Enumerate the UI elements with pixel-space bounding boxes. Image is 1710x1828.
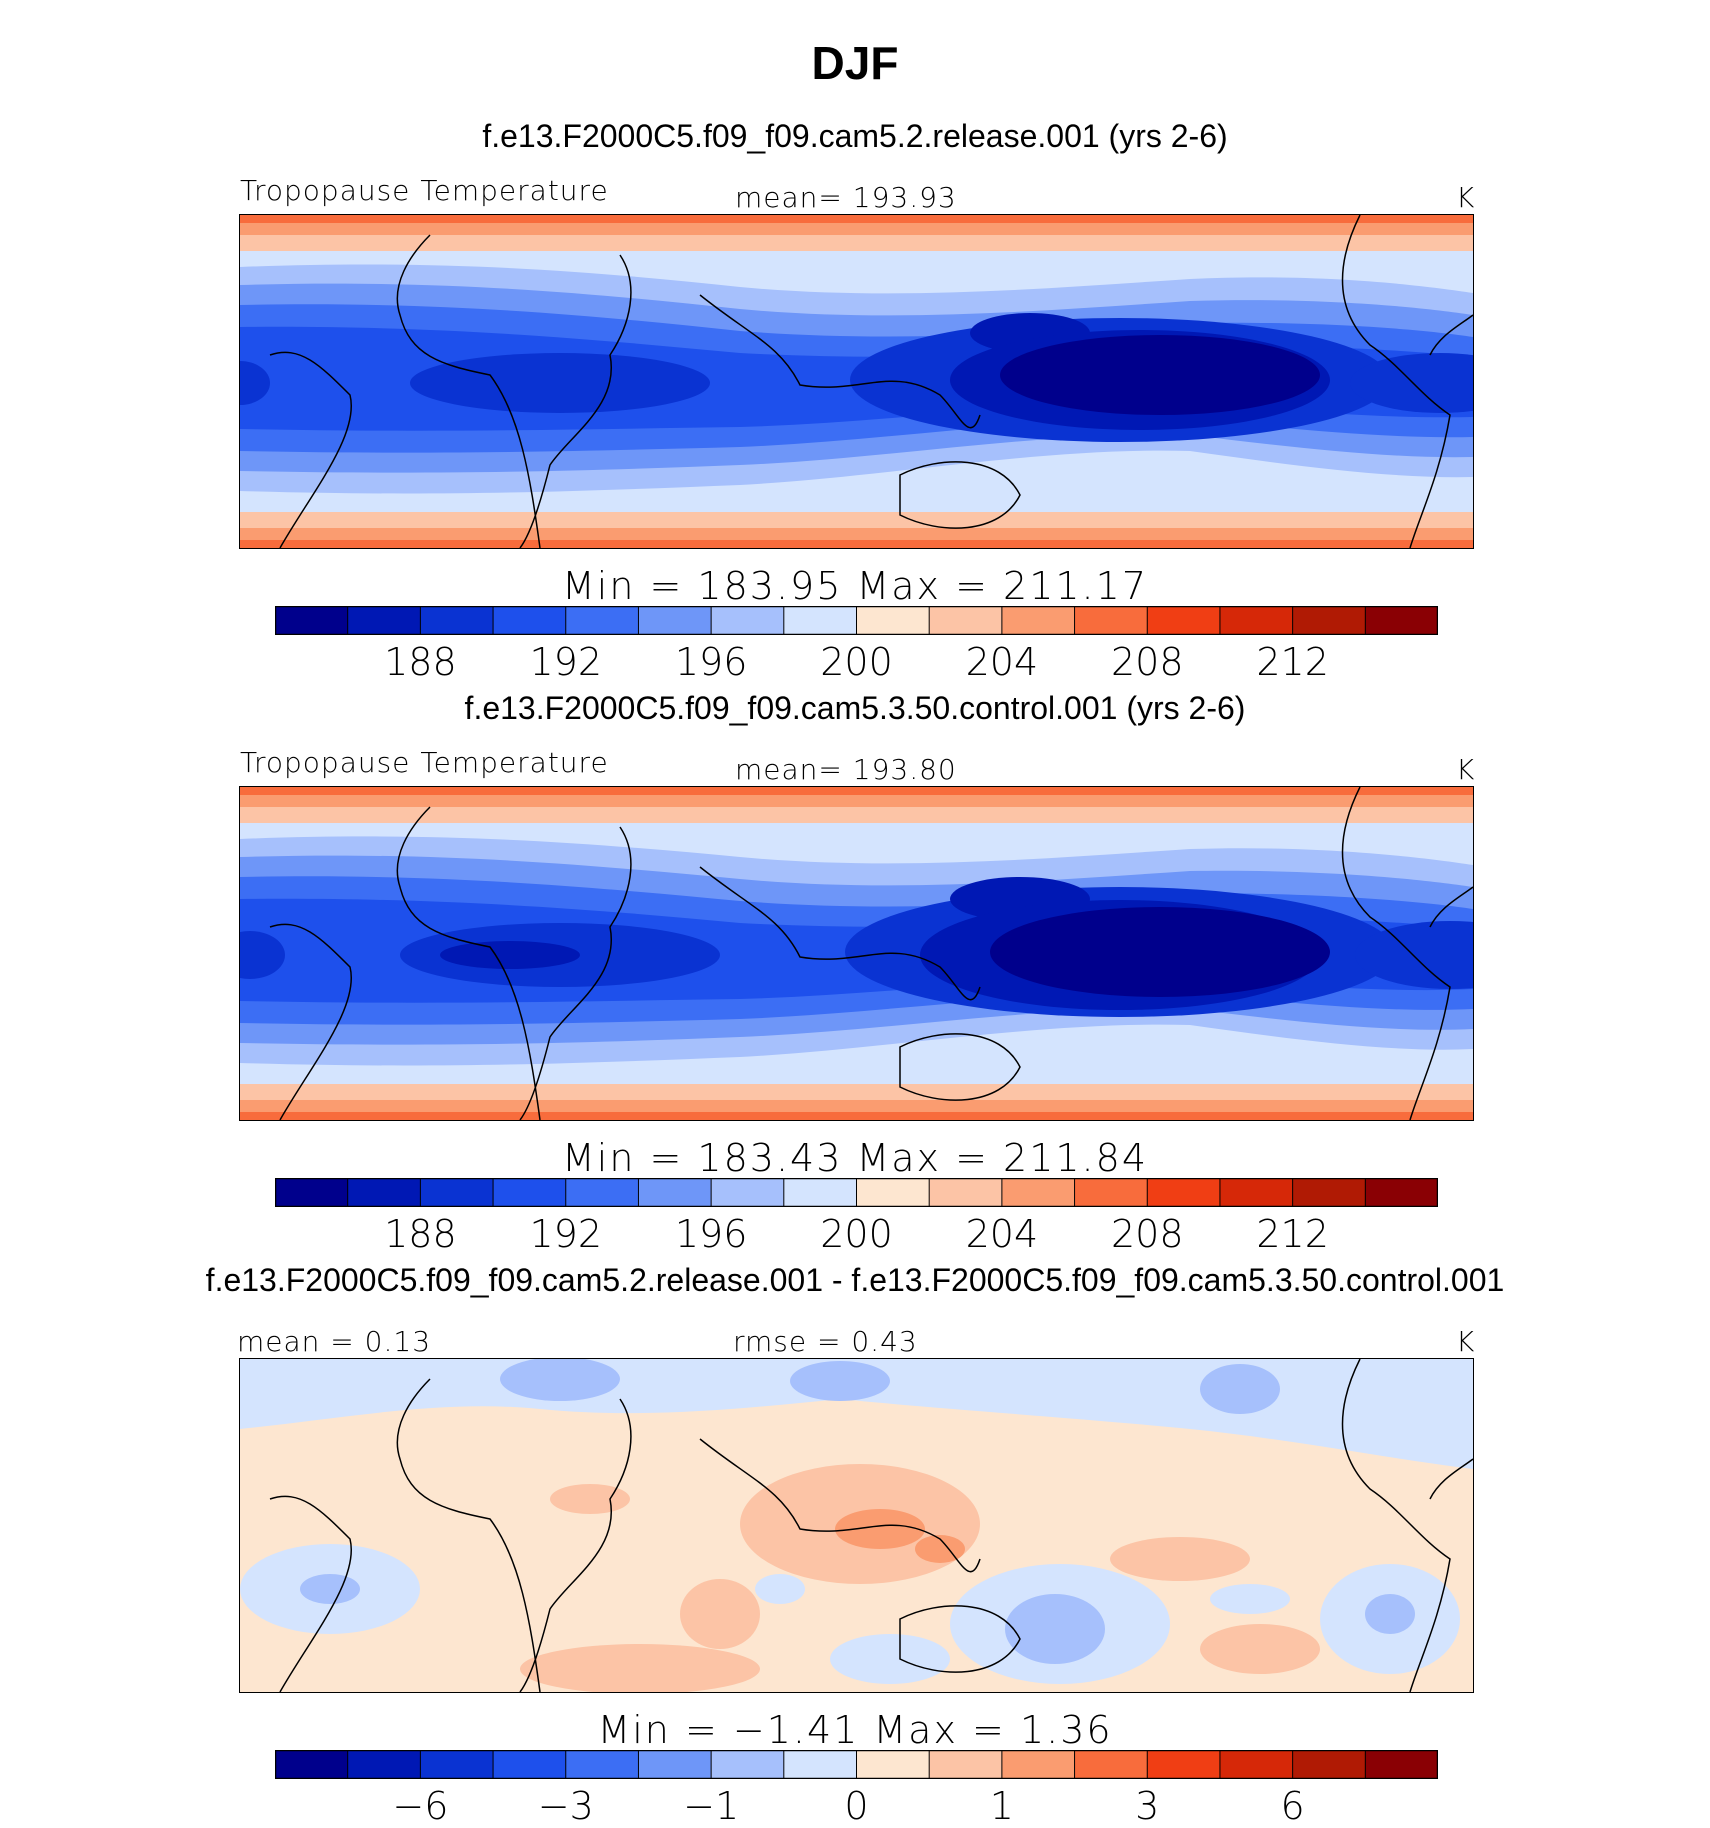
colorbar-swatch: [347, 606, 421, 635]
colorbar-swatch: [1219, 606, 1294, 635]
colorbar-border: [275, 1178, 1438, 1207]
panel3-mean-label: mean = 0.13: [237, 1325, 432, 1358]
colorbar-swatch: [929, 1178, 1003, 1207]
colorbar-tick-label: 212: [1256, 640, 1329, 684]
colorbar-swatch: [1292, 606, 1366, 635]
colorbar-swatch: [1365, 606, 1438, 635]
panel3-minmax: Min = −1.41 Max = 1.36: [597, 1708, 1113, 1752]
panel2-variable-label: Tropopause Temperature: [240, 746, 609, 779]
panel3-map: [239, 1358, 1474, 1693]
panel2-map: [239, 786, 1474, 1121]
colorbar-swatch: [1365, 1178, 1438, 1207]
colorbar-tick-label: 192: [529, 640, 603, 684]
colorbar-swatch: [565, 606, 639, 635]
colorbar-swatch: [1001, 1750, 1076, 1779]
colorbar-swatch: [1365, 1750, 1438, 1779]
colorbar-swatch: [638, 606, 712, 635]
panel2-case-title: f.e13.F2000C5.f09_f09.cam5.3.50.control.…: [464, 690, 1246, 726]
colorbar-swatch: [493, 1178, 567, 1207]
colorbar-border: [275, 1750, 1438, 1779]
panel1-variable-label: Tropopause Temperature: [240, 174, 609, 207]
panel1-units-label: K: [1456, 181, 1476, 214]
colorbar-swatch: [856, 1178, 930, 1207]
colorbar-swatch: [1219, 1178, 1294, 1207]
figure-title: DJF: [811, 37, 899, 89]
panel1-case-title: f.e13.F2000C5.f09_f09.cam5.2.release.001…: [482, 118, 1228, 154]
panel1-mean-label: mean= 193.93: [735, 181, 957, 214]
colorbar-swatch: [711, 1178, 785, 1207]
panel2-mean-label: mean= 193.80: [735, 753, 957, 786]
colorbar-swatch: [275, 1750, 349, 1779]
colorbar-tick-label: 196: [674, 1212, 748, 1256]
colorbar-swatch: [275, 1178, 349, 1207]
panel2-units-label: K: [1456, 753, 1476, 786]
colorbar-swatch: [1001, 606, 1076, 635]
colorbar-tick-label: 192: [529, 1212, 603, 1256]
colorbar-swatch: [856, 1750, 930, 1779]
panel3-rmse-label: rmse = 0.43: [733, 1325, 918, 1358]
colorbar-swatch: [420, 1750, 494, 1779]
colorbar-swatch: [1074, 1178, 1148, 1207]
colorbar-tick-label: 208: [1110, 640, 1184, 684]
colorbar-swatch: [347, 1750, 421, 1779]
colorbar-tick-label: −6: [392, 1784, 449, 1828]
colorbar-swatch: [1074, 1750, 1148, 1779]
colorbar-swatch: [1147, 1750, 1221, 1779]
colorbar-tick-label: 196: [674, 640, 748, 684]
colorbar-tick-label: 212: [1256, 1212, 1329, 1256]
colorbar-swatch: [420, 1178, 494, 1207]
colorbar-tick-label: 204: [965, 640, 1039, 684]
colorbar-swatch: [1292, 1750, 1366, 1779]
colorbar-swatch: [856, 606, 930, 635]
panel1-minmax: Min = 183.95 Max = 211.17: [562, 564, 1148, 608]
panel3-colorbar: [275, 1750, 1438, 1779]
colorbar-tick-label: 3: [1135, 1784, 1160, 1828]
colorbar-tick-label: 200: [820, 640, 893, 684]
colorbar-swatch: [1074, 606, 1148, 635]
colorbar-tick-label: −1: [683, 1784, 740, 1828]
colorbar-swatch: [1001, 1178, 1076, 1207]
colorbar-tick-label: 188: [384, 640, 457, 684]
colorbar-tick-label: 1: [989, 1784, 1014, 1828]
colorbar-swatch: [711, 606, 785, 635]
colorbar-swatch: [1147, 606, 1221, 635]
colorbar-border: [275, 606, 1438, 635]
colorbar-swatch: [783, 606, 857, 635]
colorbar-swatch: [1219, 1750, 1294, 1779]
colorbar-swatch: [1147, 1178, 1221, 1207]
colorbar-tick-label: −3: [537, 1784, 594, 1828]
colorbar-swatch: [711, 1750, 785, 1779]
colorbar-swatch: [638, 1750, 712, 1779]
colorbar-swatch: [347, 1178, 421, 1207]
colorbar-tick-label: 208: [1110, 1212, 1184, 1256]
panel1-colorbar: [275, 606, 1438, 635]
panel1-map: [239, 214, 1474, 549]
panel2-minmax: Min = 183.43 Max = 211.84: [562, 1136, 1148, 1180]
colorbar-swatch: [493, 606, 567, 635]
colorbar-swatch: [929, 606, 1003, 635]
colorbar-swatch: [493, 1750, 567, 1779]
colorbar-swatch: [275, 606, 349, 635]
colorbar-tick-label: 6: [1280, 1784, 1305, 1828]
colorbar-tick-label: 204: [965, 1212, 1039, 1256]
colorbar-swatch: [565, 1178, 639, 1207]
panel3-case-title: f.e13.F2000C5.f09_f09.cam5.2.release.001…: [205, 1262, 1505, 1298]
colorbar-swatch: [565, 1750, 639, 1779]
colorbar-swatch: [783, 1750, 857, 1779]
colorbar-tick-label: 188: [384, 1212, 457, 1256]
panel2-colorbar: [275, 1178, 1438, 1207]
colorbar-swatch: [420, 606, 494, 635]
colorbar-swatch: [1292, 1178, 1366, 1207]
colorbar-tick-label: 200: [820, 1212, 893, 1256]
panel3-units-label: K: [1456, 1325, 1476, 1358]
colorbar-swatch: [638, 1178, 712, 1207]
colorbar-tick-label: 0: [844, 1784, 869, 1828]
colorbar-swatch: [929, 1750, 1003, 1779]
colorbar-swatch: [783, 1178, 857, 1207]
